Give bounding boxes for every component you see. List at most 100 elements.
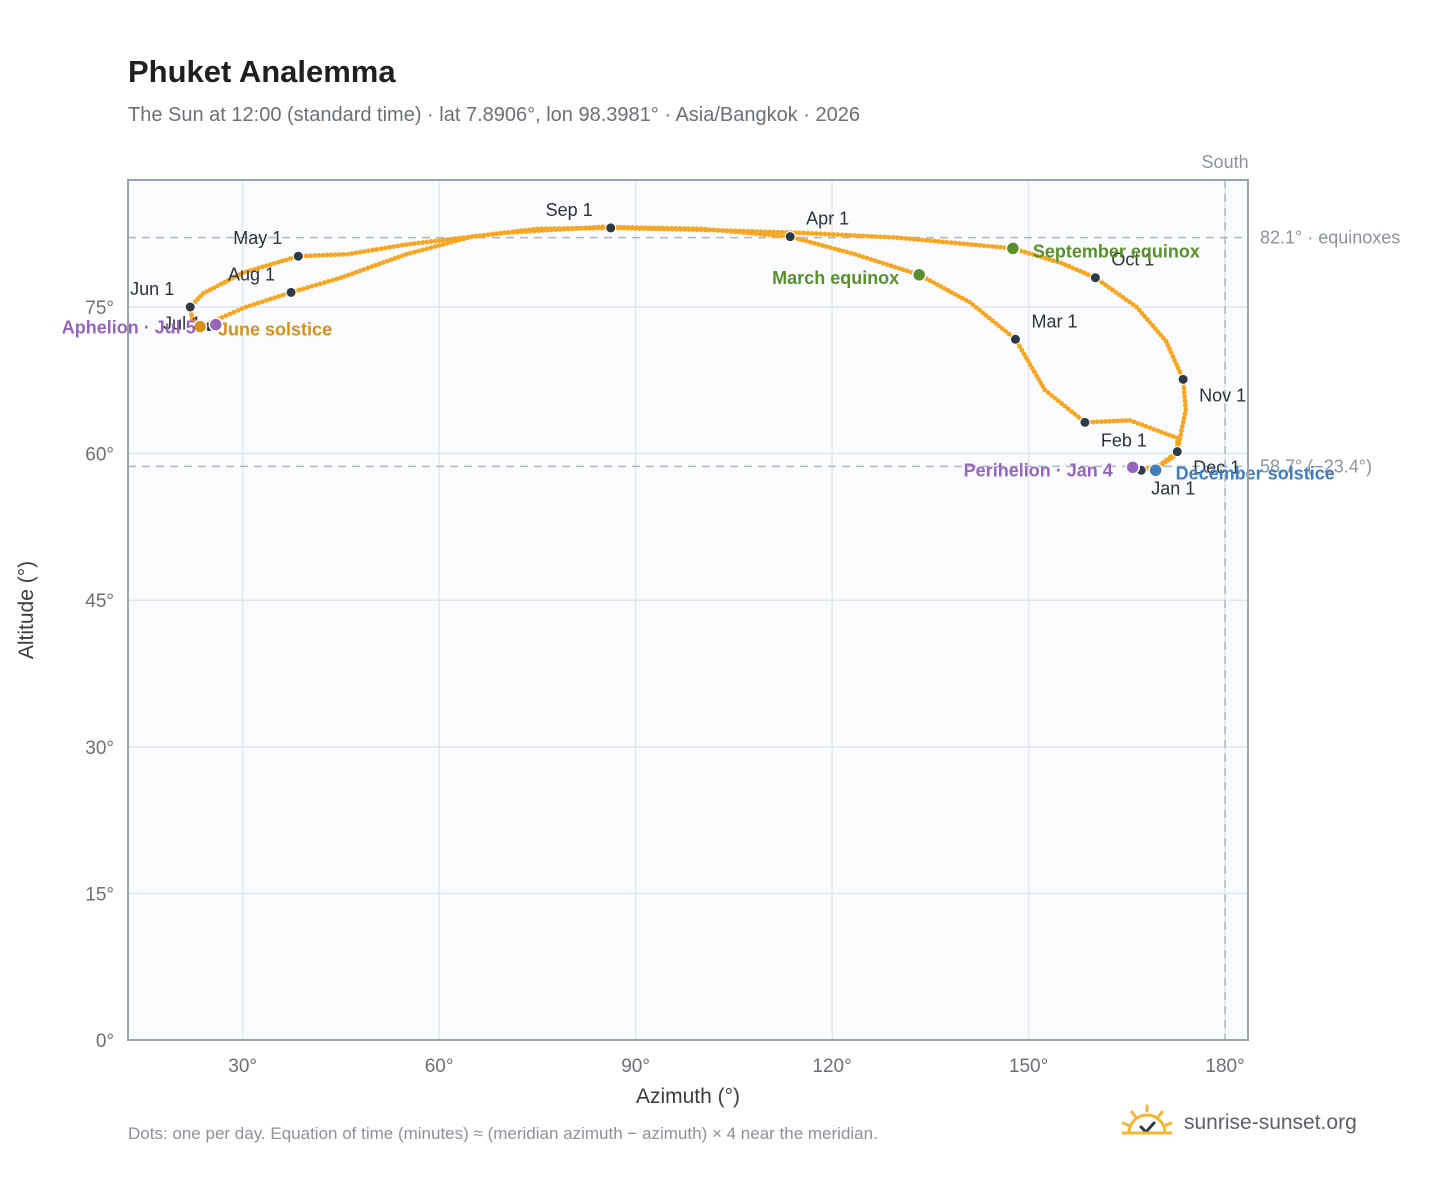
sun-logo-icon xyxy=(1121,1104,1173,1135)
daily-dot xyxy=(432,244,438,249)
daily-dot xyxy=(189,312,194,318)
daily-dot xyxy=(357,249,363,255)
brand[interactable]: sunrise-sunset.org xyxy=(1120,1103,1357,1143)
daily-dot xyxy=(940,239,946,245)
daily-dot xyxy=(313,282,319,288)
daily-dot xyxy=(801,230,807,236)
daily-dot xyxy=(416,248,422,254)
event-markers: March equinox September equinox June solst… xyxy=(62,241,1335,483)
daily-dot xyxy=(539,226,545,232)
daily-dot xyxy=(820,243,825,248)
daily-dot xyxy=(993,320,999,326)
daily-dot xyxy=(320,252,326,258)
daily-dot xyxy=(308,253,313,259)
month-label: Jul 1 xyxy=(163,314,201,334)
y-tick-label: 45° xyxy=(85,591,114,612)
daily-dot xyxy=(1150,323,1156,329)
daily-dot xyxy=(1159,429,1164,435)
daily-dot xyxy=(1161,335,1166,341)
daily-dot xyxy=(396,254,402,260)
daily-dot xyxy=(1054,259,1060,265)
daily-dot xyxy=(1167,432,1172,438)
daily-dot xyxy=(749,228,755,234)
month-label: Nov 1 xyxy=(1199,385,1246,405)
daily-dot xyxy=(1066,263,1072,269)
axis-ticks: 30° 60° 90° 120° 150° 180° 0° 15° 30° 45° 60° 75° xyxy=(85,298,1244,1077)
daily-dot xyxy=(989,244,995,249)
daily-dot xyxy=(973,305,979,310)
daily-dot xyxy=(952,240,958,246)
month-marker xyxy=(1079,416,1091,428)
daily-dot xyxy=(1006,331,1012,337)
daily-dot xyxy=(223,313,229,319)
daily-dot xyxy=(779,233,785,239)
daily-dot xyxy=(839,232,845,238)
daily-dot xyxy=(860,254,866,260)
daily-dot xyxy=(956,293,962,299)
month-marker xyxy=(292,250,304,262)
daily-dot xyxy=(864,255,870,261)
daily-dot xyxy=(1147,320,1153,325)
daily-dot xyxy=(936,239,942,244)
daily-dot xyxy=(948,240,954,246)
daily-dot xyxy=(424,246,430,252)
daily-dot xyxy=(328,252,334,258)
daily-dot xyxy=(366,248,371,254)
daily-dot xyxy=(547,226,553,232)
daily-dot xyxy=(1165,342,1171,348)
daily-dot xyxy=(518,228,524,234)
month-label: Feb 1 xyxy=(1101,430,1147,450)
daily-dot xyxy=(720,228,725,233)
daily-dot xyxy=(690,227,696,233)
x-tick-label: 90° xyxy=(621,1056,650,1077)
daily-dot xyxy=(876,259,882,265)
month-label: Dec 1 xyxy=(1193,458,1240,478)
daily-dot xyxy=(1017,344,1023,349)
daily-dot xyxy=(1032,369,1037,375)
daily-dot xyxy=(353,269,359,275)
daily-dot xyxy=(637,226,642,231)
daily-dot xyxy=(349,251,355,256)
event-marker xyxy=(911,267,927,283)
daily-dot xyxy=(1158,332,1164,338)
daily-dot xyxy=(481,232,487,238)
daily-dot xyxy=(1103,419,1108,424)
daily-dot xyxy=(316,253,322,258)
daily-dot xyxy=(868,257,874,262)
x-axis-title: Azimuth (°) xyxy=(636,1085,740,1108)
daily-dot xyxy=(408,241,413,247)
daily-dot xyxy=(1058,260,1064,266)
daily-dot xyxy=(1034,373,1039,378)
daily-dot xyxy=(985,243,991,249)
daily-dot xyxy=(240,270,246,276)
event-marker xyxy=(1125,460,1140,475)
daily-dot xyxy=(907,236,913,242)
event-marker xyxy=(1148,463,1163,478)
daily-dot xyxy=(1134,304,1140,310)
daily-dot xyxy=(1181,415,1187,421)
daily-dot xyxy=(1135,420,1141,426)
daily-dot xyxy=(586,225,592,231)
daily-dot xyxy=(1050,258,1056,264)
daily-dot xyxy=(822,231,828,237)
daily-dot xyxy=(556,226,562,231)
daily-dot xyxy=(878,234,883,240)
daily-dot xyxy=(884,262,890,267)
daily-dot xyxy=(272,295,278,301)
daily-dot xyxy=(796,230,802,236)
event-marker xyxy=(1005,241,1021,256)
daily-dot xyxy=(904,268,910,274)
daily-dot xyxy=(824,244,830,249)
month-marker xyxy=(184,301,196,313)
daily-dot xyxy=(448,239,454,245)
daily-dot xyxy=(301,286,306,292)
daily-dot xyxy=(961,241,966,247)
daily-dot xyxy=(526,227,532,233)
event-label: March equinox xyxy=(772,268,899,288)
daily-dot xyxy=(1094,419,1100,425)
daily-dot xyxy=(296,287,302,293)
daily-dot xyxy=(758,229,764,235)
x-tick-label: 30° xyxy=(228,1056,257,1077)
x-tick-label: 180° xyxy=(1205,1056,1244,1077)
daily-dot xyxy=(436,243,442,248)
